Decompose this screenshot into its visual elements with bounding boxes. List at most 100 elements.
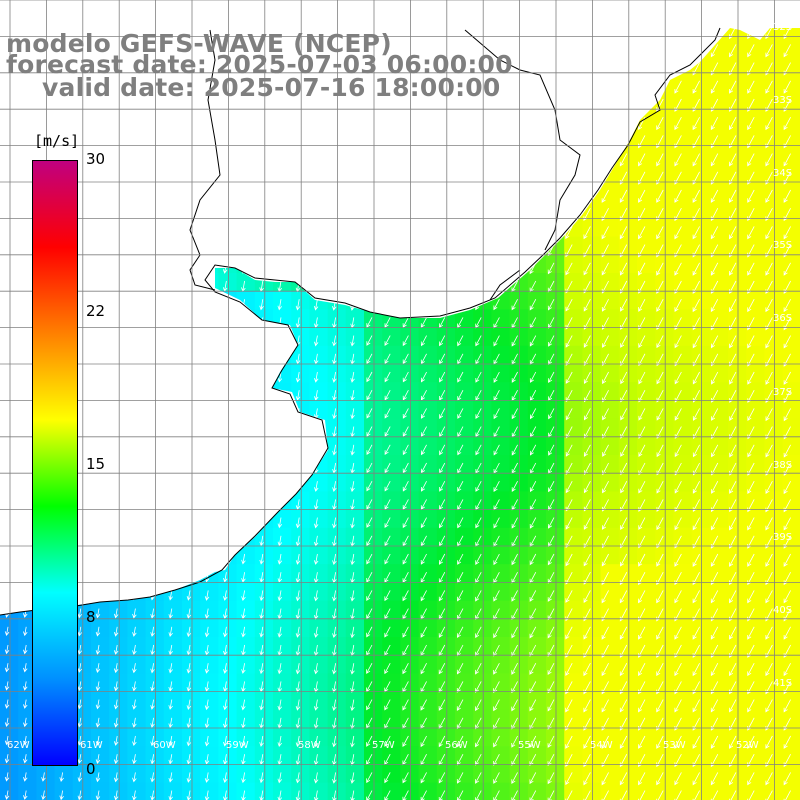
field-cell <box>145 673 165 693</box>
field-cell <box>564 691 583 711</box>
field-cell <box>600 400 620 420</box>
wind-arrow <box>113 754 119 765</box>
field-cell <box>782 72 800 92</box>
wind-arrow <box>747 553 755 567</box>
colorbar-tick: 0 <box>86 760 96 778</box>
field-cell <box>782 746 800 765</box>
field-cell <box>418 782 438 800</box>
field-cell <box>655 473 674 492</box>
wind-arrow <box>584 426 591 439</box>
field-cell <box>746 509 765 529</box>
field-cell <box>546 582 565 602</box>
wind-arrow <box>765 772 773 786</box>
wind-arrow <box>150 681 155 692</box>
field-cell <box>728 436 747 456</box>
field-cell <box>637 473 656 492</box>
wind-arrow <box>619 626 628 640</box>
field-cell <box>618 400 638 420</box>
wind-arrow <box>765 262 773 276</box>
field-cell <box>254 291 274 310</box>
field-cell <box>709 327 729 347</box>
wind-arrow <box>656 590 664 604</box>
wind-arrow <box>475 699 482 712</box>
wind-arrow <box>747 444 755 458</box>
field-cell <box>673 691 693 711</box>
wind-arrow <box>530 408 537 420</box>
wind-arrow <box>223 572 228 583</box>
wind-arrow <box>729 117 737 131</box>
field-cell <box>764 36 784 56</box>
wind-arrow <box>402 408 409 419</box>
wind-arrow <box>493 735 500 748</box>
wind-arrow <box>638 735 646 749</box>
field-cell <box>655 345 674 365</box>
wind-arrow <box>402 772 409 784</box>
field-cell <box>236 655 256 674</box>
field-cell <box>436 691 456 711</box>
field-cell <box>655 400 674 420</box>
field-cell <box>218 273 238 292</box>
wind-arrow <box>747 226 755 240</box>
field-cell <box>618 455 638 474</box>
wind-arrow <box>765 153 773 167</box>
field-cell <box>746 364 765 383</box>
wind-arrow <box>565 481 573 494</box>
field-cell <box>327 527 347 547</box>
wind-arrow <box>384 590 391 602</box>
field-cell <box>345 491 365 511</box>
wind-arrow <box>747 735 755 749</box>
field-cell <box>254 582 274 602</box>
wind-arrow <box>259 535 264 547</box>
wind-arrow <box>547 717 555 730</box>
field-cell <box>728 382 747 401</box>
wind-arrow <box>729 335 737 349</box>
field-cell <box>127 764 147 784</box>
wind-arrow <box>493 644 500 657</box>
field-cell <box>436 782 456 800</box>
wind-arrow <box>77 681 83 692</box>
wind-arrow <box>168 590 173 601</box>
field-cell <box>200 618 219 638</box>
field-cell <box>182 764 201 784</box>
field-cell <box>618 637 638 656</box>
wind-arrow <box>674 481 682 494</box>
field-cell <box>618 327 638 347</box>
wind-arrow <box>384 390 391 401</box>
wind-arrow <box>332 553 337 566</box>
field-cell <box>673 782 693 800</box>
field-cell <box>291 782 310 800</box>
field-cell <box>600 709 620 729</box>
field-cell <box>254 728 274 747</box>
field-cell <box>564 345 583 365</box>
wind-arrow <box>113 735 119 746</box>
field-cell <box>582 455 602 474</box>
wind-arrow <box>350 735 355 748</box>
wind-arrow <box>366 462 373 474</box>
field-cell <box>600 291 620 310</box>
wind-arrow <box>529 644 537 657</box>
wind-arrow <box>420 335 427 347</box>
wind-arrow <box>41 790 46 800</box>
field-cell <box>691 163 711 183</box>
field-cell <box>709 54 729 74</box>
field-cell <box>782 254 800 274</box>
wind-arrow <box>710 590 719 604</box>
field-cell <box>436 764 456 784</box>
wind-arrow <box>295 590 301 602</box>
wind-arrow <box>186 754 192 765</box>
field-cell <box>564 473 583 492</box>
wind-arrow <box>565 408 573 421</box>
field-cell <box>473 618 492 638</box>
wind-arrow <box>638 553 646 567</box>
wind-arrow <box>59 772 64 783</box>
wind-arrow <box>674 790 682 800</box>
field-cell <box>345 673 365 693</box>
wind-arrow <box>332 590 337 602</box>
wind-arrow <box>95 626 101 637</box>
wind-arrow <box>277 553 283 565</box>
colorbar <box>32 160 78 766</box>
field-cell <box>291 527 310 547</box>
wind-arrow <box>277 371 283 383</box>
field-cell <box>782 145 800 165</box>
